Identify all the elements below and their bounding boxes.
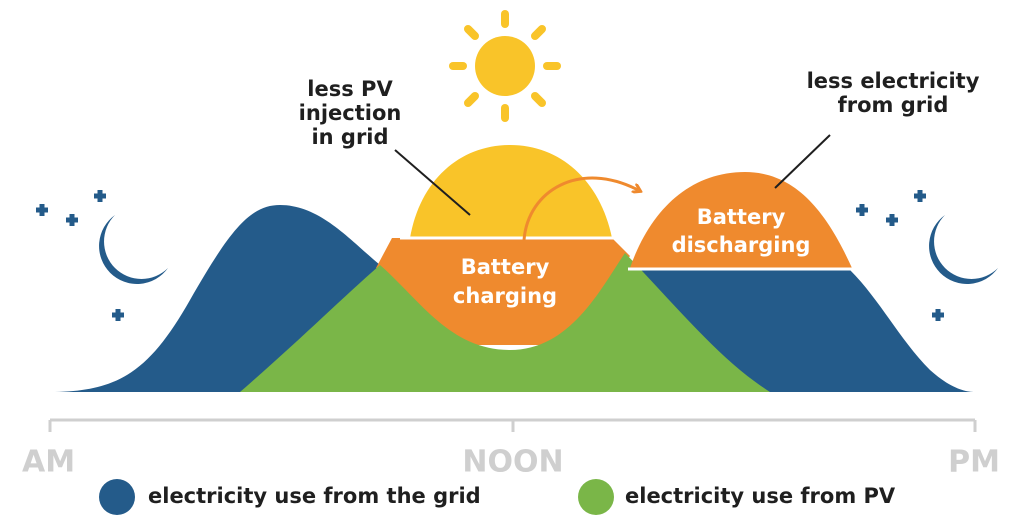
region-label: Battery [697,205,786,229]
night-right [856,190,998,321]
annotation-text: less electricity [807,69,980,93]
battery-discharging-area [630,172,852,268]
pointer [394,149,471,216]
axis-label: NOON [462,445,563,480]
time-axis [48,418,977,432]
transfer-arrow [522,176,638,241]
annotation-text: from grid [838,93,949,117]
axis-label: PM [948,445,1000,480]
region-label: Battery [461,255,550,279]
night-left [36,190,168,321]
battery-charging-area [376,238,630,345]
sun [449,10,561,122]
pv-area [240,253,770,392]
annotation-text: less PV [307,77,393,101]
annotation-text: injection [299,101,402,125]
region-label: charging [453,284,557,308]
annotation-text: in grid [311,125,388,149]
pointer [774,134,831,189]
legend-swatch [578,479,614,515]
legend-swatch [99,479,135,515]
region-label: discharging [672,233,811,257]
axis-label: AM [22,445,75,480]
pv-surplus [410,145,612,238]
legend-label: electricity use from the grid [148,484,481,508]
legend-label: electricity use from PV [625,484,896,508]
